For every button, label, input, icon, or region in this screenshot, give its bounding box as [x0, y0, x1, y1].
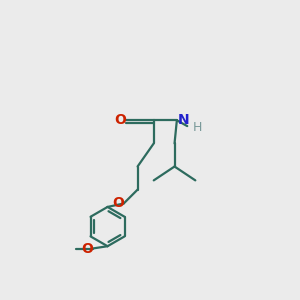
Text: N: N — [178, 112, 190, 127]
Text: O: O — [112, 196, 124, 211]
Text: O: O — [81, 242, 93, 256]
Text: H: H — [193, 121, 202, 134]
Text: O: O — [114, 113, 126, 127]
